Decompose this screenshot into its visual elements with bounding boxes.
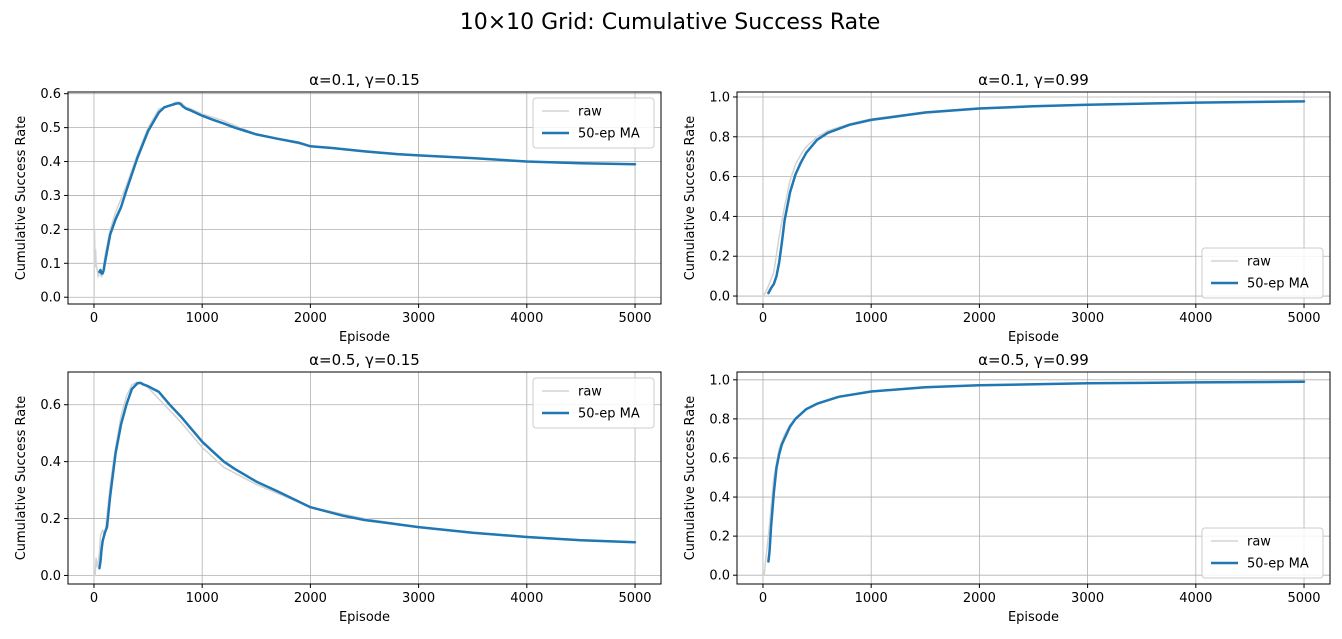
- legend-label: 50-ep MA: [1247, 277, 1309, 292]
- x-tick-label: 4000: [510, 311, 543, 326]
- legend: raw 50-ep MA: [532, 97, 655, 149]
- y-tick-label: 0.5: [40, 121, 61, 136]
- y-tick-label: 0.8: [709, 130, 730, 145]
- legend-label: raw: [578, 105, 602, 120]
- x-tick-label: 1000: [855, 591, 888, 606]
- subplot-2: 0 1000 2000 3000 4000 5000 0.0 0.2 0.4 0.6 0.8 1.0 α…: [683, 71, 1331, 345]
- y-tick-label: 0.2: [40, 223, 61, 238]
- y-axis-label: Cumulative Success Rate: [14, 116, 29, 281]
- moving-average-series-line: [767, 380, 1306, 563]
- subplot-title: α=0.1, γ=0.99: [978, 71, 1089, 89]
- x-tick-label: 5000: [618, 591, 651, 606]
- subplots: 0 1000 2000 3000 4000 5000 0.0 0.1 0.2 0.3 0.4 0.5 0…: [14, 71, 1331, 625]
- y-tick-label: 0.4: [709, 210, 730, 225]
- y-tick-label: 0.6: [40, 87, 61, 102]
- subplot-3: 0 1000 2000 3000 4000 5000 0.0 0.2 0.4 0.6 α=0.5, …: [14, 351, 662, 625]
- y-tick-label: 1.0: [709, 90, 730, 105]
- axes-frame: [67, 91, 662, 305]
- x-tick-label: 5000: [1287, 311, 1320, 326]
- y-tick-label: 0.6: [40, 398, 61, 413]
- x-tick-label: 4000: [1179, 591, 1212, 606]
- y-tick-label: 0.2: [709, 530, 730, 545]
- subplot-title: α=0.1, γ=0.15: [309, 71, 420, 89]
- x-axis-label: Episode: [1008, 330, 1059, 345]
- series-group: [93, 101, 637, 298]
- legend: raw 50-ep MA: [1201, 247, 1324, 299]
- x-tick-label: 2000: [294, 591, 327, 606]
- series-group: [762, 100, 1306, 297]
- x-tick-label: 1000: [186, 311, 219, 326]
- y-tick-label: 0.4: [40, 455, 61, 470]
- x-tick-label: 0: [759, 311, 767, 326]
- legend-label: 50-ep MA: [578, 407, 640, 422]
- moving-average-series-line: [767, 100, 1306, 295]
- series-group: [762, 380, 1306, 576]
- x-tick-label: 0: [90, 591, 98, 606]
- legend-label: raw: [1247, 535, 1271, 550]
- y-tick-label: 0.6: [709, 170, 730, 185]
- x-tick-label: 5000: [618, 311, 651, 326]
- axes-frame: [736, 371, 1331, 585]
- x-tick-label: 2000: [963, 311, 996, 326]
- subplot-title: α=0.5, γ=0.99: [978, 351, 1089, 369]
- y-tick-label: 0.0: [40, 569, 61, 584]
- moving-average-series-line: [98, 381, 637, 570]
- x-tick-label: 0: [90, 311, 98, 326]
- y-tick-label: 0.1: [40, 257, 61, 272]
- figure-suptitle: 10×10 Grid: Cumulative Success Rate: [460, 10, 881, 35]
- x-tick-label: 3000: [1071, 591, 1104, 606]
- y-tick-label: 0.0: [709, 569, 730, 584]
- y-axis-label: Cumulative Success Rate: [683, 116, 698, 281]
- y-tick-label: 0.6: [709, 451, 730, 466]
- x-tick-label: 2000: [963, 591, 996, 606]
- axes-frame: [67, 371, 662, 585]
- y-tick-label: 0.0: [40, 291, 61, 306]
- y-tick-label: 0.4: [40, 155, 61, 170]
- legend-label: raw: [578, 385, 602, 400]
- x-tick-label: 2000: [294, 311, 327, 326]
- legend-label: 50-ep MA: [1247, 557, 1309, 572]
- series-group: [93, 381, 637, 577]
- x-tick-label: 3000: [1071, 311, 1104, 326]
- subplot-title: α=0.5, γ=0.15: [309, 351, 420, 369]
- x-axis-label: Episode: [339, 330, 390, 345]
- legend: raw 50-ep MA: [1201, 527, 1324, 579]
- x-tick-label: 0: [759, 591, 767, 606]
- subplot-1: 0 1000 2000 3000 4000 5000 0.0 0.1 0.2 0.3 0.4 0.5 0…: [14, 71, 662, 345]
- legend: raw 50-ep MA: [532, 377, 655, 429]
- x-tick-label: 1000: [186, 591, 219, 606]
- x-tick-label: 4000: [1179, 311, 1212, 326]
- y-tick-label: 0.3: [40, 189, 61, 204]
- subplot-4: 0 1000 2000 3000 4000 5000 0.0 0.2 0.4 0.6 0.8 1.0 α…: [683, 351, 1331, 625]
- y-tick-label: 0.8: [709, 412, 730, 427]
- x-axis-label: Episode: [1008, 610, 1059, 625]
- x-tick-label: 5000: [1287, 591, 1320, 606]
- y-tick-label: 0.4: [709, 491, 730, 506]
- y-tick-label: 1.0: [709, 373, 730, 388]
- x-tick-label: 4000: [510, 591, 543, 606]
- x-tick-label: 3000: [402, 591, 435, 606]
- y-axis-label: Cumulative Success Rate: [683, 396, 698, 561]
- x-axis-label: Episode: [339, 610, 390, 625]
- x-tick-label: 3000: [402, 311, 435, 326]
- x-tick-label: 1000: [855, 311, 888, 326]
- y-axis-label: Cumulative Success Rate: [14, 396, 29, 561]
- y-tick-label: 0.2: [709, 250, 730, 265]
- y-tick-label: 0.2: [40, 512, 61, 527]
- legend-label: 50-ep MA: [578, 127, 640, 142]
- axes-frame: [736, 91, 1331, 305]
- y-tick-label: 0.0: [709, 290, 730, 305]
- legend-label: raw: [1247, 255, 1271, 270]
- moving-average-series-line: [98, 101, 637, 275]
